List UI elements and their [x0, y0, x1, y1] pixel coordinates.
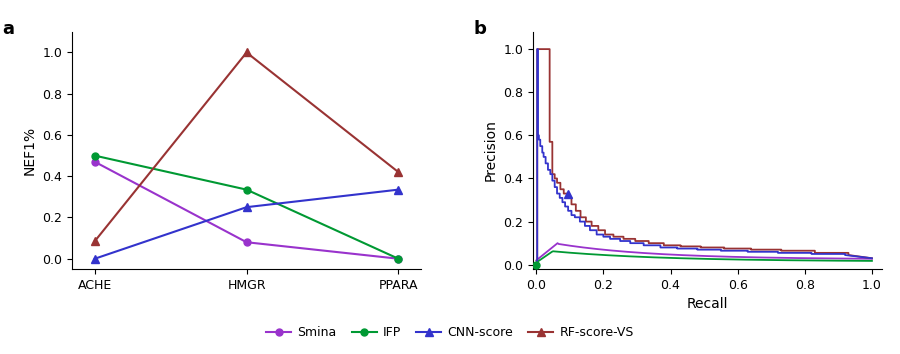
- X-axis label: Recall: Recall: [687, 297, 728, 311]
- Text: b: b: [473, 20, 486, 38]
- Y-axis label: Precision: Precision: [483, 120, 498, 181]
- Y-axis label: NEF1%: NEF1%: [22, 126, 37, 175]
- Text: a: a: [2, 20, 14, 38]
- Legend: Smina, IFP, CNN-score, RF-score-VS: Smina, IFP, CNN-score, RF-score-VS: [261, 321, 639, 344]
